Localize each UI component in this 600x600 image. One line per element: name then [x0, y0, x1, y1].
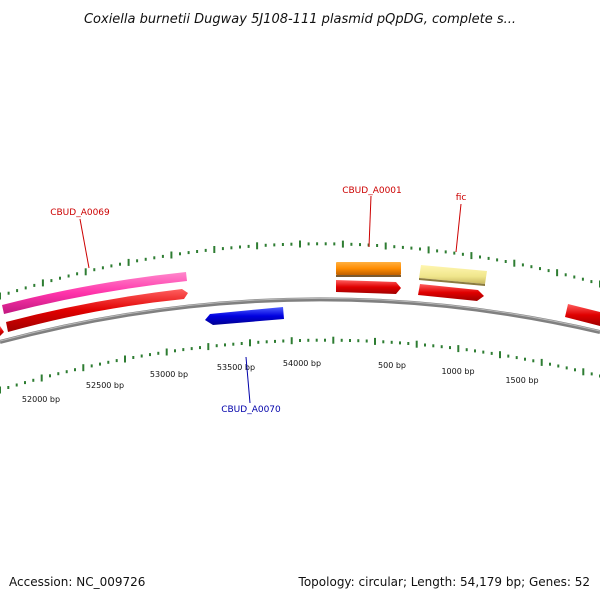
- plasmid-backbone: [0, 297, 600, 344]
- scale-label-52500: 52500 bp: [86, 381, 124, 390]
- accession-text: Accession: NC_009726: [9, 575, 145, 589]
- feature-fic-yellow[interactable]: [419, 265, 487, 284]
- feature-cbud-a0070-blue[interactable]: [205, 307, 284, 325]
- gene-label-cbud-a0069[interactable]: CBUD_A0069: [50, 208, 110, 218]
- feature-red-right-edge[interactable]: [565, 304, 600, 326]
- outer-tick-ring: [0, 240, 600, 300]
- leader-line-cbud-a0001: [368, 195, 372, 248]
- plasmid-backbone-highlight: [0, 297, 600, 342]
- feature-cbud-a0001-red[interactable]: [336, 280, 401, 294]
- inner-tick-ring: [0, 336, 600, 394]
- gene-label-cbud-a0070[interactable]: CBUD_A0070: [221, 405, 281, 415]
- scale-label-1500: 1500 bp: [505, 376, 538, 385]
- feature-cbud-a0069-red[interactable]: [6, 289, 188, 332]
- leader-line-cbud-a0070: [245, 356, 251, 404]
- feature-fic-red[interactable]: [418, 284, 484, 301]
- feature-red-left-edge[interactable]: [0, 326, 4, 336]
- gene-label-fic[interactable]: fic: [456, 193, 467, 203]
- leader-line-cbud-a0069: [79, 218, 90, 269]
- scale-label-52000: 52000 bp: [22, 395, 60, 404]
- topology-summary-text: Topology: circular; Length: 54,179 bp; G…: [298, 575, 590, 589]
- scale-label-53500: 53500 bp: [217, 363, 255, 372]
- scale-label-500: 500 bp: [378, 361, 406, 370]
- feature-cbud-a0069-pink[interactable]: [2, 272, 187, 314]
- scale-label-53000: 53000 bp: [150, 370, 188, 379]
- scale-label-1000: 1000 bp: [441, 367, 474, 376]
- leader-line-fic: [455, 203, 462, 253]
- feature-cbud-a0001-orange[interactable]: [336, 262, 401, 275]
- gene-label-cbud-a0001[interactable]: CBUD_A0001: [342, 186, 402, 196]
- feature-cbud-a0001-orange-shadow: [336, 275, 401, 277]
- scale-label-54000: 54000 bp: [283, 359, 321, 368]
- map-title: Coxiella burnetii Dugway 5J108-111 plasm…: [84, 12, 516, 27]
- feature-fic-yellow-shadow: [419, 278, 485, 286]
